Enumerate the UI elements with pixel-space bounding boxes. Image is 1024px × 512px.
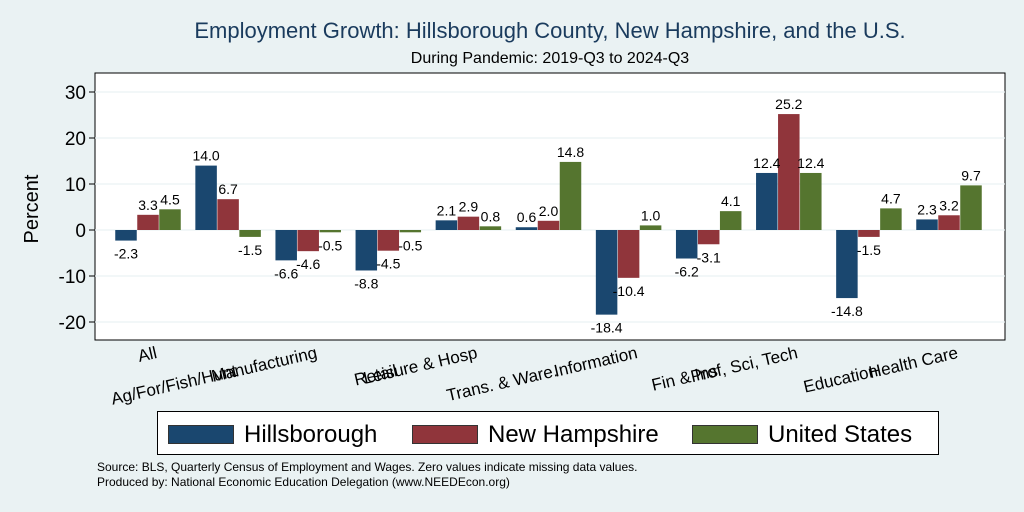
- data-label: 2.1: [437, 202, 457, 218]
- y-axis-label: Percent: [21, 174, 43, 243]
- data-label: 25.2: [775, 96, 802, 112]
- legend: Hillsborough New Hampshire United States: [157, 411, 939, 455]
- legend-swatch-new-hampshire: [412, 425, 478, 444]
- data-label: -10.4: [613, 283, 645, 299]
- bar-new-hampshire-education: [858, 230, 880, 237]
- y-tick-label: 20: [65, 129, 86, 150]
- bar-hillsborough-fin-ins: [675, 230, 698, 259]
- bar-hillsborough-ag-for-fish-hunt: [195, 165, 217, 230]
- y-tick-label: 10: [65, 175, 86, 196]
- y-axis: -20 -10 0 10 20 30: [59, 83, 95, 334]
- bar-hillsborough-education: [836, 230, 858, 299]
- legend-label-united-states: United States: [768, 421, 913, 448]
- data-label: 6.7: [218, 181, 238, 197]
- bars: [115, 114, 982, 315]
- data-label: 9.7: [961, 167, 981, 183]
- legend-label-hillsborough: Hillsborough: [244, 421, 378, 448]
- data-label: -6.2: [675, 264, 699, 280]
- y-tick-label: -20: [59, 313, 86, 334]
- bar-hillsborough-information: [595, 230, 618, 315]
- y-tick-label: 30: [65, 83, 86, 104]
- x-tick-label-manufacturing: Manufacturing: [210, 343, 319, 386]
- bar-united-states-ag-for-fish-hunt: [239, 230, 261, 237]
- data-label: 4.5: [160, 191, 180, 207]
- bar-united-states-information: [639, 225, 662, 230]
- bar-hillsborough-manufacturing: [275, 230, 297, 261]
- bar-united-states-all: [159, 209, 181, 230]
- bar-new-hampshire-health-care: [938, 215, 960, 230]
- bar-new-hampshire-information: [617, 230, 640, 278]
- x-tick-label-leisure-hosp: Leisure & Hosp: [362, 343, 480, 388]
- bar-new-hampshire-prof-sci-tech: [778, 114, 800, 230]
- chart-title: Employment Growth: Hillsborough County, …: [194, 18, 906, 43]
- bar-hillsborough-leisure-hosp: [435, 220, 458, 230]
- bar-new-hampshire-retail: [377, 230, 400, 251]
- data-label: 14.0: [192, 148, 219, 164]
- data-label: 3.3: [138, 197, 158, 213]
- bar-united-states-fin-ins: [719, 211, 742, 230]
- data-label: -4.5: [376, 256, 400, 272]
- data-label: 12.4: [797, 155, 824, 171]
- bar-new-hampshire-manufacturing: [297, 230, 319, 252]
- data-label: -1.5: [238, 242, 262, 258]
- source-note: Source: BLS, Quarterly Census of Employm…: [97, 460, 638, 474]
- y-tick-label: 0: [75, 221, 86, 242]
- chart-subtitle: During Pandemic: 2019-Q3 to 2024-Q3: [410, 50, 690, 67]
- data-label: -0.5: [398, 237, 422, 253]
- bar-united-states-prof-sci-tech: [800, 172, 822, 230]
- bar-united-states-trans-ware: [559, 161, 582, 230]
- bar-new-hampshire-leisure-hosp: [457, 216, 480, 230]
- data-label: 2.9: [459, 199, 479, 215]
- x-tick-label-health-care: Health Care: [867, 343, 960, 382]
- legend-swatch-united-states: [692, 425, 758, 444]
- x-tick-label-all: All: [136, 343, 159, 366]
- data-label: -14.8: [831, 303, 863, 319]
- data-label: 0.6: [517, 209, 537, 225]
- data-labels: -2.3 3.3 4.5 14.0 6.7 -1.5 -6.6-4.6 -0.5 -8.8 -4.…: [114, 96, 981, 336]
- data-label: -4.6: [296, 256, 320, 272]
- bar-united-states-health-care: [960, 185, 982, 230]
- bar-new-hampshire-trans-ware: [537, 220, 560, 230]
- y-tick-label: -10: [59, 267, 86, 288]
- data-label: -1.5: [857, 242, 881, 258]
- bar-hillsborough-health-care: [916, 219, 938, 230]
- bar-hillsborough-trans-ware: [515, 227, 538, 230]
- bar-new-hampshire-all: [137, 214, 159, 230]
- bar-united-states-leisure-hosp: [479, 226, 502, 230]
- data-label: 2.3: [917, 201, 937, 217]
- data-label: 4.7: [881, 190, 901, 206]
- bar-hillsborough-prof-sci-tech: [756, 172, 778, 230]
- x-tick-label-prof-sci-tech: Prof, Sci, Tech: [689, 343, 800, 386]
- bar-hillsborough-all: [115, 230, 137, 241]
- data-label: 2.0: [539, 203, 559, 219]
- bar-new-hampshire-ag-for-fish-hunt: [217, 199, 239, 230]
- produced-by-note: Produced by: National Economic Education…: [97, 475, 510, 489]
- bar-united-states-retail: [399, 230, 422, 233]
- data-label: -18.4: [591, 320, 623, 336]
- x-tick-label-trans-ware: Trans. & Ware.: [445, 361, 559, 405]
- data-label: 12.4: [753, 155, 780, 171]
- data-label: -6.6: [274, 265, 298, 281]
- data-label: 14.8: [557, 144, 584, 160]
- data-label: 3.2: [939, 197, 959, 213]
- bar-hillsborough-retail: [355, 230, 378, 271]
- data-label: -8.8: [354, 275, 378, 291]
- bar-united-states-manufacturing: [319, 230, 341, 233]
- data-label: 1.0: [641, 207, 661, 223]
- x-tick-label-information: Information: [552, 343, 639, 381]
- legend-label-new-hampshire: New Hampshire: [488, 421, 659, 448]
- data-label: -2.3: [114, 246, 138, 262]
- bar-united-states-education: [880, 208, 902, 230]
- data-label: -0.5: [318, 237, 342, 253]
- data-label: -3.1: [697, 249, 721, 265]
- data-label: 4.1: [721, 193, 741, 209]
- bar-new-hampshire-fin-ins: [697, 230, 720, 245]
- data-label: 0.8: [481, 208, 501, 224]
- legend-swatch-hillsborough: [168, 425, 234, 444]
